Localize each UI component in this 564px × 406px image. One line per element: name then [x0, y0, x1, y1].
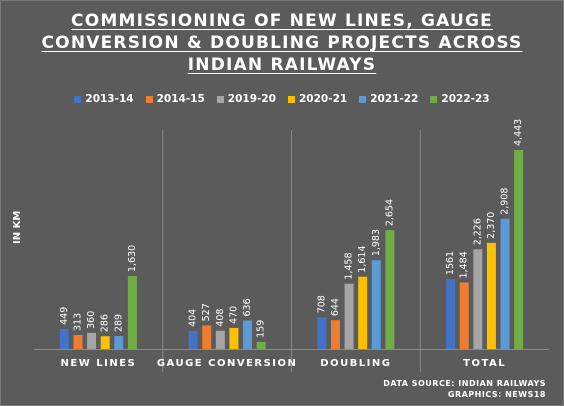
bar-2022-23-3 [514, 150, 524, 349]
bar-2014-15-0 [73, 334, 83, 349]
data-label: 527 [201, 303, 212, 321]
legend-item-2013-14: 2013-14 [74, 93, 134, 105]
chart-title: COMMISSIONING OF NEW LINES, GAUGE CONVER… [0, 10, 564, 76]
bar-2021-22-3 [500, 218, 510, 349]
legend-item-2019-20: 2019-20 [216, 93, 276, 105]
data-label: 4,443 [513, 119, 524, 146]
data-label: 1,614 [357, 246, 368, 273]
data-label: 1,983 [371, 229, 382, 256]
legend-swatch [74, 95, 82, 103]
bar-2021-22-0 [114, 336, 124, 349]
bar-2013-14-3 [446, 279, 456, 349]
data-source-text: DATA SOURCE: INDIAN RAILWAYS [383, 379, 546, 388]
data-label: 404 [188, 309, 199, 327]
data-label: 2,908 [500, 188, 511, 215]
data-label: 708 [316, 295, 327, 313]
legend-swatch [145, 95, 153, 103]
data-label: 2,226 [472, 218, 483, 245]
category-label: TOTAL [463, 358, 506, 369]
bar-2014-15-2 [330, 320, 340, 349]
data-label: 1,630 [127, 245, 138, 272]
bar-2022-23-1 [256, 341, 266, 349]
bar-2019-20-2 [344, 283, 354, 349]
legend-item-2021-22: 2021-22 [359, 93, 418, 105]
data-label: 636 [242, 298, 253, 316]
legend-swatch [288, 95, 295, 103]
category-label: NEW LINES [61, 358, 137, 369]
chart-legend: 2013-14 2014-15 2019-20 2020-21 2021-22 2022-… [0, 93, 564, 105]
legend-swatch [430, 95, 438, 103]
title-line-3: INDIAN RAILWAYS [187, 55, 377, 75]
data-label: 644 [330, 298, 341, 316]
bar-2020-21-0 [100, 336, 110, 349]
legend-label: 2014-15 [156, 93, 205, 105]
data-label: 313 [72, 313, 83, 331]
bar-2013-14-2 [317, 317, 327, 349]
data-label: 2,654 [384, 199, 395, 226]
bar-2020-21-3 [486, 242, 496, 349]
bar-2019-20-0 [87, 332, 97, 349]
title-line-2: CONVERSION & DOUBLING PROJECTS ACROSS [41, 33, 523, 53]
data-label: 159 [256, 320, 267, 338]
category-label: GAUGE CONVERSION [157, 358, 298, 369]
data-label: 1561 [445, 251, 456, 275]
data-label: 1,484 [459, 251, 470, 278]
graphics-credit-text: GRAPHICS: NEWS18 [447, 390, 546, 399]
legend-item-2014-15: 2014-15 [145, 93, 205, 105]
bar-2020-21-1 [229, 327, 239, 349]
bar-2013-14-0 [59, 328, 69, 349]
bar-2022-23-2 [385, 230, 395, 349]
bar-2021-22-2 [371, 260, 381, 349]
title-line-1: COMMISSIONING OF NEW LINES, GAUGE [71, 11, 493, 31]
legend-swatch [216, 95, 224, 103]
bar-2019-20-3 [473, 249, 483, 349]
legend-item-2020-21: 2020-21 [288, 93, 347, 105]
data-label: 2,370 [486, 212, 497, 239]
data-label: 360 [86, 311, 97, 329]
legend-label: 2013-14 [85, 93, 134, 105]
data-label: 286 [100, 314, 111, 332]
legend-label: 2020-21 [299, 93, 348, 105]
data-label: 408 [215, 309, 226, 327]
category-label: DOUBLING [320, 358, 391, 369]
legend-swatch [359, 95, 367, 103]
bar-2019-20-1 [215, 330, 225, 349]
bar-2014-15-3 [459, 282, 469, 349]
bar-2014-15-1 [202, 325, 212, 349]
legend-item-2022-23: 2022-23 [430, 93, 490, 105]
bar-2022-23-0 [127, 275, 137, 349]
data-label: 1,458 [344, 252, 355, 279]
data-label: 470 [228, 306, 239, 324]
data-label: 449 [59, 307, 70, 325]
source-note: DATA SOURCE: INDIAN RAILWAYS GRAPHICS: N… [383, 378, 546, 400]
bar-2020-21-2 [358, 276, 368, 349]
legend-label: 2022-23 [441, 93, 490, 105]
data-label: 289 [113, 314, 124, 332]
legend-label: 2019-20 [227, 93, 276, 105]
bar-2013-14-1 [188, 330, 198, 349]
bar-2021-22-1 [243, 320, 253, 349]
legend-label: 2021-22 [370, 93, 419, 105]
